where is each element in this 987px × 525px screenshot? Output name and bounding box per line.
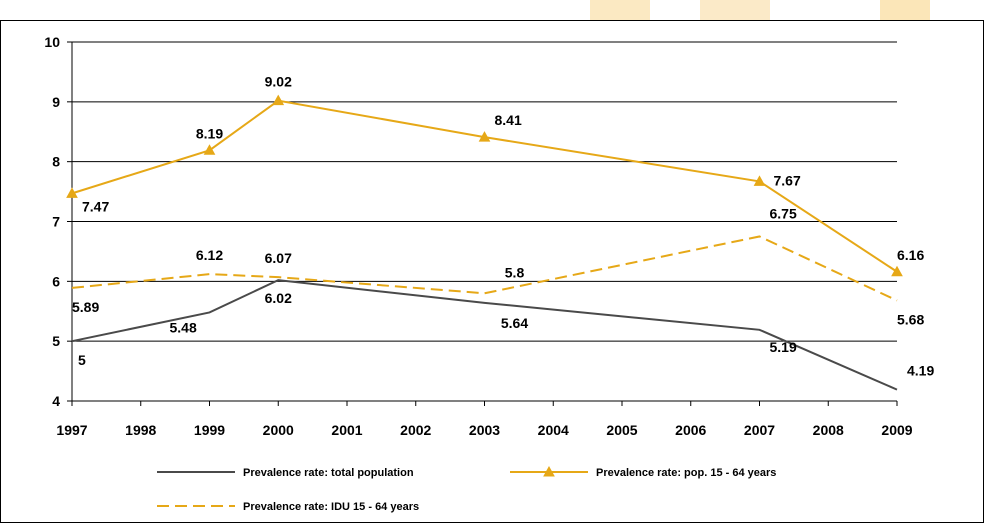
data-label: 7.67 <box>774 172 801 188</box>
series-marker-2 <box>891 265 903 277</box>
data-label: 5.89 <box>72 299 99 315</box>
data-label: 5.19 <box>770 339 797 355</box>
series-markers <box>66 94 903 277</box>
y-tick-label: 5 <box>52 333 60 349</box>
x-tick-label: 1999 <box>194 422 225 438</box>
top-banner-strip <box>0 0 987 22</box>
data-label: 9.02 <box>265 74 292 90</box>
data-labels: 5 5.48 6.02 5.64 5.19 4.19 7.47 8.19 9.02 8.41 7.6… <box>72 74 934 379</box>
series-marker-2 <box>478 131 491 142</box>
y-tick-label: 8 <box>52 154 60 170</box>
data-label: 6.12 <box>196 247 223 263</box>
y-tick-label: 7 <box>52 214 60 230</box>
series-line-3 <box>71 235 898 302</box>
x-tick-label: 1997 <box>56 422 87 438</box>
data-label: 5.64 <box>501 315 528 331</box>
y-tick-label: 4 <box>52 393 60 409</box>
y-tick-label: 6 <box>52 273 60 289</box>
data-label: 7.47 <box>82 198 109 214</box>
x-tick-label: 2003 <box>469 422 500 438</box>
x-tick-label: 2009 <box>881 422 912 438</box>
y-tick-labels: 4 5 6 7 8 9 10 <box>44 34 60 409</box>
data-label: 5 <box>78 352 86 368</box>
series-marker-2 <box>272 94 285 106</box>
series-line-2 <box>71 99 898 273</box>
y-tick-label: 10 <box>44 34 60 50</box>
x-tick-label: 2000 <box>263 422 294 438</box>
x-tick-label: 2004 <box>538 422 569 438</box>
legend-marker <box>543 465 555 477</box>
legend-label-1: Prevalence rate: total population <box>243 467 414 479</box>
y-tick-label: 9 <box>52 94 60 110</box>
data-label: 5.68 <box>897 311 924 327</box>
data-label: 8.41 <box>495 112 522 128</box>
x-tick-label: 2008 <box>813 422 844 438</box>
x-tick-label: 2001 <box>331 422 362 438</box>
data-label: 8.19 <box>196 125 223 141</box>
series-marker-2 <box>66 187 78 198</box>
data-label: 5.48 <box>170 319 197 335</box>
x-tick-label: 2007 <box>744 422 775 438</box>
legend-label-2: Prevalence rate: pop. 15 - 64 years <box>596 467 776 479</box>
data-label: 4.19 <box>907 363 934 379</box>
legend-label-3: Prevalence rate: IDU 15 - 64 years <box>243 501 419 513</box>
series-marker-2 <box>753 175 766 186</box>
series-line-1 <box>71 279 898 391</box>
data-label: 6.16 <box>897 247 924 263</box>
legend: Prevalence rate: total population Prevale… <box>157 465 776 513</box>
data-label: 5.8 <box>505 264 525 280</box>
series-lines <box>71 99 898 391</box>
series-marker-2 <box>203 144 216 155</box>
x-tick-labels: 1997 1998 1999 2000 2001 2002 2003 2004 2005 2006… <box>56 422 912 438</box>
x-tick-label: 2002 <box>400 422 431 438</box>
data-label: 6.75 <box>770 205 797 221</box>
x-tick-label: 2005 <box>606 422 637 438</box>
gridlines <box>72 41 897 342</box>
x-tick-label: 2006 <box>675 422 706 438</box>
data-label: 6.07 <box>265 250 292 266</box>
chart-frame <box>0 20 984 523</box>
data-label: 6.02 <box>265 290 292 306</box>
x-tick-label: 1998 <box>125 422 156 438</box>
